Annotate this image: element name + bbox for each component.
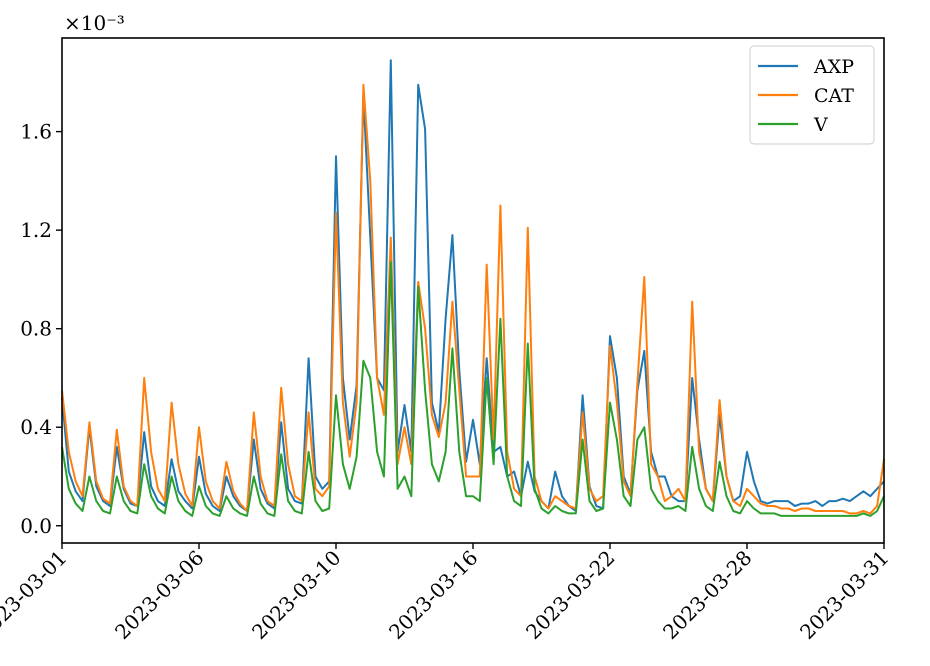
series-layer <box>61 59 885 517</box>
series-line-v <box>61 261 885 517</box>
y-axis: 0.0 0.4 0.8 1.2 1.6 <box>20 120 62 538</box>
legend: AXP CAT V <box>749 45 875 145</box>
legend-box <box>749 45 875 145</box>
y-tick-label: 0.0 <box>20 514 52 538</box>
legend-label-axp: AXP <box>813 56 854 78</box>
legend-label-v: V <box>813 114 828 136</box>
y-tick-label: 1.2 <box>20 218 52 242</box>
series-line-cat <box>61 83 885 515</box>
y-tick-label: 0.8 <box>20 317 52 341</box>
y-multiplier-label: ×10⁻³ <box>64 11 125 35</box>
y-tick-label: 0.4 <box>20 415 52 439</box>
series-line-axp <box>61 59 885 512</box>
legend-label-cat: CAT <box>814 85 854 107</box>
y-tick-label: 1.6 <box>20 120 52 144</box>
